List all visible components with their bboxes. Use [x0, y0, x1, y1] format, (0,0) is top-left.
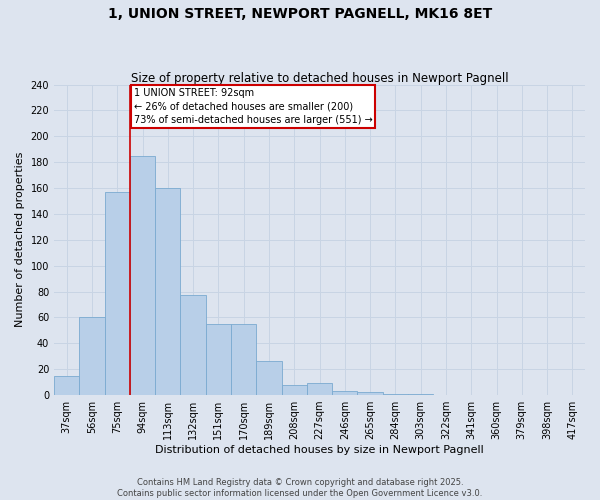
Y-axis label: Number of detached properties: Number of detached properties: [15, 152, 25, 328]
Bar: [54, 376, 79, 395]
Bar: [358, 392, 383, 395]
Bar: [130, 156, 155, 395]
Bar: [206, 324, 231, 395]
Bar: [231, 324, 256, 395]
Text: 1 UNION STREET: 92sqm
← 26% of detached houses are smaller (200)
73% of semi-det: 1 UNION STREET: 92sqm ← 26% of detached …: [134, 88, 373, 125]
Bar: [281, 384, 307, 395]
Bar: [104, 192, 130, 395]
Bar: [79, 318, 104, 395]
Bar: [307, 384, 332, 395]
Bar: [408, 394, 433, 395]
Text: 1, UNION STREET, NEWPORT PAGNELL, MK16 8ET: 1, UNION STREET, NEWPORT PAGNELL, MK16 8…: [108, 8, 492, 22]
Bar: [332, 391, 358, 395]
Text: Contains HM Land Registry data © Crown copyright and database right 2025.
Contai: Contains HM Land Registry data © Crown c…: [118, 478, 482, 498]
Bar: [256, 362, 281, 395]
X-axis label: Distribution of detached houses by size in Newport Pagnell: Distribution of detached houses by size …: [155, 445, 484, 455]
Title: Size of property relative to detached houses in Newport Pagnell: Size of property relative to detached ho…: [131, 72, 508, 85]
Bar: [155, 188, 181, 395]
Bar: [383, 394, 408, 395]
Bar: [181, 296, 206, 395]
